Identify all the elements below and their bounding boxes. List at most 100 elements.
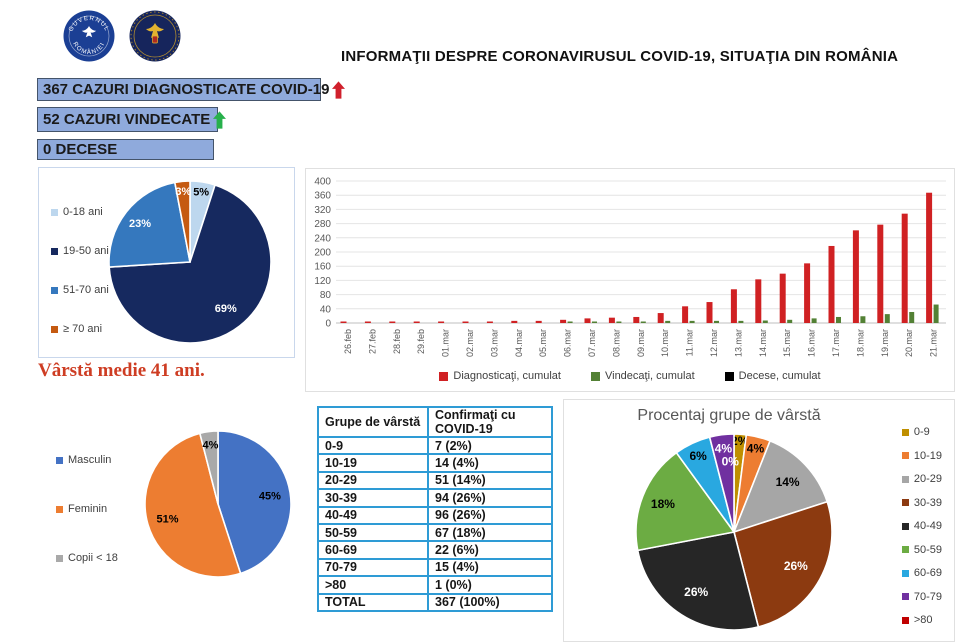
x-tick-label: 20.mar [904, 329, 914, 357]
y-tick-label: 200 [314, 248, 331, 259]
x-tick-label: 03.mar [489, 329, 499, 357]
bar-Diagnosticaţi, cumulat [706, 302, 713, 323]
legend-swatch [439, 371, 449, 381]
bar-Vindecaţi, cumulat [836, 316, 841, 323]
stat-recovered-label: 52 CAZURI VINDECATE [43, 111, 211, 128]
x-tick-label: 29.feb [416, 329, 426, 354]
table-cell: 70-79 [317, 557, 429, 578]
pie-slice-label: 26% [684, 585, 708, 599]
pie-slice-70-79 [708, 433, 735, 533]
y-tick-label: 400 [314, 177, 331, 188]
age-table-header-group: Grupe de vârstă [317, 406, 429, 438]
legend-label: 10-19 [913, 449, 942, 462]
legend-swatch [901, 475, 909, 483]
x-tick-label: 19.mar [880, 329, 890, 357]
legend-swatch [724, 371, 734, 381]
bar-Diagnosticaţi, cumulat [926, 192, 933, 323]
legend-item: 60-69 [901, 567, 942, 579]
legend-label: 0-9 [913, 426, 930, 438]
bar-Vindecaţi, cumulat [567, 321, 573, 323]
bar-Diagnosticaţi, cumulat [364, 321, 371, 323]
pie-slice-label: 51% [157, 514, 179, 526]
bar-Diagnosticaţi, cumulat [389, 321, 396, 323]
up-arrow-icon [213, 110, 227, 129]
pie-slice-Feminin [144, 432, 242, 578]
percent-pie-title: Procentaj grupe de vârstă [637, 407, 821, 424]
table-cell: >80 [317, 575, 429, 595]
legend-item: Copii < 18 [56, 552, 118, 564]
bar-Diagnosticaţi, cumulat [486, 321, 493, 323]
pie-slice-19-50 ani [108, 183, 272, 344]
bar-Vindecaţi, cumulat [860, 316, 866, 323]
pie-slice-label: 4% [203, 439, 219, 451]
bar-Diagnosticaţi, cumulat [535, 320, 542, 323]
legend-label: Feminin [68, 503, 108, 515]
legend-swatch [901, 499, 909, 506]
age-table: Grupe de vârstă Confirmaţi cu COVID-19 0… [317, 406, 553, 612]
legend-item: 19-50 ani [51, 245, 109, 257]
legend-label: 60-69 [913, 567, 942, 579]
legend-item: 0-9 [901, 426, 942, 438]
stat-deaths-label: 0 DECESE [43, 141, 118, 158]
table-cell: 60-69 [317, 540, 429, 560]
pie-slice-label: 14% [776, 475, 800, 489]
bar-Diagnosticaţi, cumulat [828, 245, 835, 323]
eagle-icon [81, 26, 97, 38]
x-tick-label: 21.mar [929, 329, 939, 357]
table-cell: 15 (4%) [427, 557, 553, 578]
bar-Diagnosticaţi, cumulat [340, 321, 347, 323]
bar-Diagnosticaţi, cumulat [438, 321, 445, 323]
legend-label: Vindecaţi, cumulat [604, 370, 695, 382]
legend-item: Decese, cumulat [724, 370, 821, 382]
x-tick-label: 11.mar [685, 329, 695, 356]
legend-label: Copii < 18 [68, 552, 118, 564]
bar-Vindecaţi, cumulat [714, 320, 719, 323]
x-tick-label: 14.mar [758, 329, 768, 357]
legend-label: 0-18 ani [63, 206, 103, 218]
x-tick-label: 13.mar [733, 329, 743, 357]
bar-Vindecaţi, cumulat [665, 320, 671, 323]
up-arrow-icon [332, 80, 346, 99]
legend-label: Masculin [68, 454, 112, 466]
table-row: 0-9 7 (2%) [317, 435, 553, 456]
shield-icon [152, 35, 158, 44]
legend-swatch [51, 247, 58, 255]
x-tick-label: 28.feb [392, 329, 402, 354]
x-tick-label: 27.feb [367, 329, 377, 354]
legend-item: 0-18 ani [51, 206, 109, 218]
bar-Diagnosticaţi, cumulat [901, 213, 908, 323]
pie-slice-label: 3% [175, 186, 191, 198]
table-cell: 50-59 [317, 522, 429, 543]
gender-pie-block: Masculin Feminin Copii < 18 45% 51% 4% [38, 420, 300, 610]
cumulative-bar-chart: 0 40 80 120 160 200 240 280 320 360 400 26.feb 27.fe… [314, 177, 946, 357]
bar-Vindecaţi, cumulat [909, 311, 915, 323]
bar-Diagnosticaţi, cumulat [852, 230, 859, 323]
pie-slice-label: 4% [715, 442, 733, 456]
legend-item: 70-79 [901, 591, 942, 603]
bar-Diagnosticaţi, cumulat [755, 279, 762, 323]
percent-pie-panel: Procentaj grupe de vârstă 2% 4% 14% 26% 26% 1… [563, 399, 955, 642]
legend-item: ≥ 70 ani [51, 323, 109, 335]
bar-Diagnosticaţi, cumulat [730, 289, 737, 323]
table-row: 30-39 94 (26%) [317, 488, 553, 508]
y-tick-label: 160 [314, 262, 331, 273]
percent-pie-legend: 0-9 10-19 20-29 30-39 40-49 50-59 60-69 70-79 >8… [901, 426, 942, 626]
legend-label: 20-29 [913, 473, 942, 485]
legend-label: 19-50 ani [63, 245, 109, 257]
table-cell: 96 (26%) [427, 505, 553, 525]
table-cell: 94 (26%) [427, 488, 553, 508]
y-tick-label: 0 [325, 319, 331, 330]
x-tick-label: 17.mar [831, 329, 841, 357]
bar-Diagnosticaţi, cumulat [779, 273, 786, 323]
x-tick-label: 06.mar [563, 329, 573, 357]
pie-slice-51-70 ani [108, 181, 191, 268]
x-tick-label: 02.mar [465, 329, 475, 357]
legend-item: Feminin [56, 503, 118, 515]
legend-swatch [901, 522, 909, 530]
age-table-body: 0-9 7 (2%) 10-19 14 (4%) 20-29 51 (14%) 30-39 9… [317, 435, 553, 612]
table-cell: 22 (6%) [427, 540, 553, 560]
legend-label: ≥ 70 ani [63, 323, 103, 335]
bar-Vindecaţi, cumulat [640, 321, 646, 323]
table-row: >80 1 (0%) [317, 575, 553, 595]
